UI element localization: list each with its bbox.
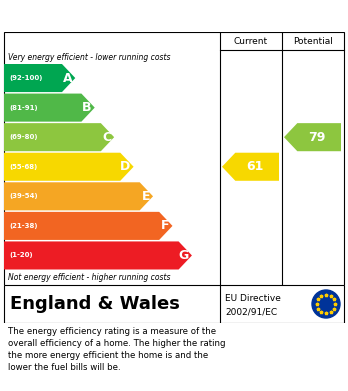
Text: 61: 61: [246, 160, 263, 173]
Text: G: G: [179, 249, 189, 262]
Text: (21-38): (21-38): [9, 223, 38, 229]
Text: B: B: [82, 101, 92, 114]
Polygon shape: [4, 241, 192, 269]
Polygon shape: [4, 64, 75, 92]
Text: Potential: Potential: [293, 36, 333, 45]
Text: A: A: [63, 72, 72, 84]
Text: (81-91): (81-91): [9, 105, 38, 111]
Text: (69-80): (69-80): [9, 134, 38, 140]
Text: (55-68): (55-68): [9, 164, 37, 170]
Polygon shape: [4, 93, 95, 122]
Text: Very energy efficient - lower running costs: Very energy efficient - lower running co…: [8, 52, 171, 61]
Text: D: D: [120, 160, 130, 173]
Text: (39-54): (39-54): [9, 193, 38, 199]
Text: 79: 79: [308, 131, 325, 143]
Polygon shape: [4, 153, 134, 181]
Text: Energy Efficiency Rating: Energy Efficiency Rating: [69, 9, 279, 23]
Text: England & Wales: England & Wales: [10, 295, 180, 313]
Text: (92-100): (92-100): [9, 75, 42, 81]
Text: (1-20): (1-20): [9, 253, 33, 258]
Polygon shape: [222, 153, 279, 181]
Polygon shape: [4, 182, 153, 210]
Text: E: E: [142, 190, 150, 203]
Polygon shape: [284, 123, 341, 151]
Text: F: F: [161, 219, 169, 232]
Text: 2002/91/EC: 2002/91/EC: [225, 307, 277, 316]
Text: Current: Current: [234, 36, 268, 45]
Polygon shape: [4, 212, 173, 240]
Text: The energy efficiency rating is a measure of the
overall efficiency of a home. T: The energy efficiency rating is a measur…: [8, 327, 226, 373]
Text: C: C: [102, 131, 111, 143]
Polygon shape: [4, 123, 114, 151]
Text: Not energy efficient - higher running costs: Not energy efficient - higher running co…: [8, 273, 171, 283]
Text: EU Directive: EU Directive: [225, 294, 281, 303]
Circle shape: [312, 290, 340, 318]
